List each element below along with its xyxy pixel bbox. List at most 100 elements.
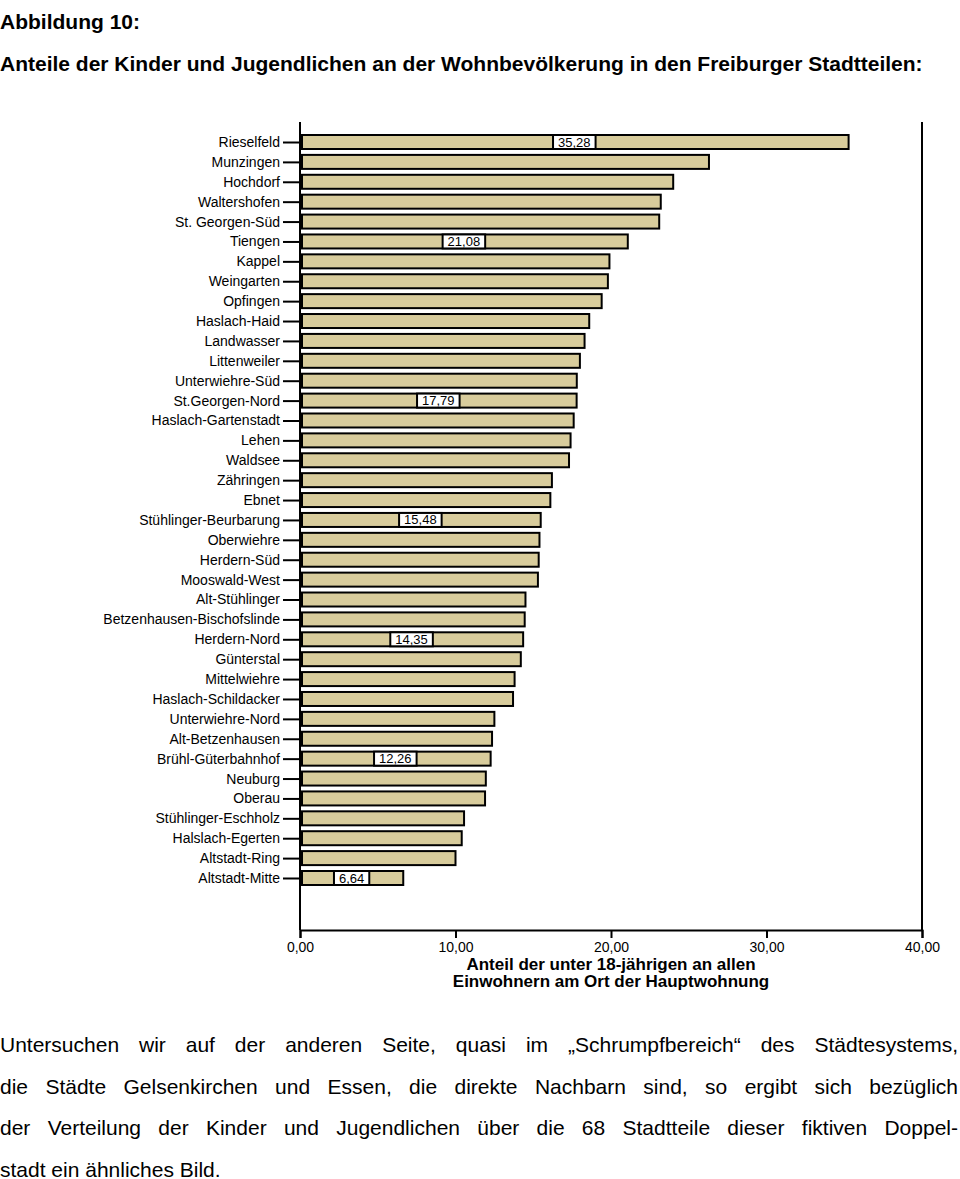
- frame-right: [921, 122, 923, 930]
- y-tick-mark: [283, 201, 300, 203]
- bar: [302, 314, 589, 328]
- y-tick-label: Rieselfeld: [219, 134, 280, 150]
- y-tick: Ebnet: [243, 492, 300, 508]
- y-tick: St. Georgen-Süd: [175, 214, 300, 230]
- paragraph: Untersuchen wir auf der anderen Seite, q…: [0, 1024, 958, 1179]
- y-tick-mark: [283, 758, 300, 760]
- y-tick-label: Alt-Betzenhausen: [169, 731, 280, 747]
- y-tick: Waldsee: [226, 452, 300, 468]
- data-label-box: [390, 632, 433, 646]
- y-tick-mark: [283, 500, 300, 502]
- bar: [302, 473, 552, 487]
- y-tick-mark: [283, 161, 300, 163]
- y-tick: Haslach-Haid: [196, 313, 300, 329]
- x-axis: 0,0010,0020,0030,0040,00: [287, 930, 940, 955]
- y-tick-mark: [283, 380, 300, 382]
- data-label: 21,08: [448, 234, 481, 249]
- bar: [302, 215, 659, 229]
- bar: [302, 175, 673, 189]
- bar: [302, 234, 628, 248]
- bar: [302, 553, 539, 567]
- y-tick: Alt-Betzenhausen: [169, 731, 300, 747]
- y-tick-mark: [283, 878, 300, 880]
- x-tick-mark: [611, 930, 613, 938]
- y-tick-mark: [283, 241, 300, 243]
- bar: [302, 493, 550, 507]
- bar: [302, 811, 464, 825]
- y-tick: Tiengen: [230, 233, 300, 249]
- title: Abbildung 10:: [0, 2, 958, 42]
- y-tick: Opfingen: [223, 293, 300, 309]
- data-label-group: 6,64: [334, 871, 369, 886]
- y-tick-mark: [283, 221, 300, 223]
- bar: [302, 593, 525, 607]
- y-tick-label: Haslach-Schildacker: [152, 691, 280, 707]
- bar: [302, 394, 577, 408]
- y-tick-label: Unterwiehre-Nord: [170, 711, 280, 727]
- y-tick-label: Oberwiehre: [208, 532, 281, 548]
- bar: [302, 672, 515, 686]
- x-tick-mark: [922, 930, 924, 938]
- y-tick-label: Alt-Stühlinger: [196, 591, 280, 607]
- y-tick: Halslach-Egerten: [173, 830, 300, 846]
- y-tick-label: Hochdorf: [223, 174, 280, 190]
- bar: [302, 791, 485, 805]
- y-tick-label: Littenweiler: [209, 353, 280, 369]
- data-label-box: [443, 234, 486, 248]
- x-tick-label: 40,00: [905, 939, 940, 955]
- data-label: 15,48: [404, 512, 437, 527]
- y-tick-label: St.Georgen-Nord: [173, 393, 280, 409]
- y-tick: Neuburg: [226, 771, 300, 787]
- x-tick: 10,00: [438, 930, 473, 955]
- bar: [302, 632, 523, 646]
- data-label: 17,79: [422, 393, 455, 408]
- y-tick-mark: [283, 301, 300, 303]
- paragraph-line: Untersuchen wir auf der anderen Seite, q…: [0, 1024, 958, 1066]
- y-tick-label: Altstadt-Ring: [200, 850, 280, 866]
- y-tick-mark: [283, 400, 300, 402]
- y-tick: Brühl-Güterbahnhof: [157, 751, 300, 767]
- bar: [302, 453, 569, 467]
- bar: [302, 254, 609, 268]
- y-tick: Günterstal: [215, 651, 300, 667]
- y-tick: Zähringen: [217, 472, 300, 488]
- paragraph-line: stadt ein ähnliches Bild.: [0, 1149, 958, 1179]
- x-tick: 0,00: [287, 930, 314, 955]
- paragraph-line: der Verteilung der Kinder und Jugendlich…: [0, 1107, 958, 1149]
- data-label-box: [334, 871, 369, 885]
- y-tick: Stühlinger-Eschholz: [155, 810, 300, 826]
- y-tick-mark: [283, 181, 300, 183]
- y-tick-label: Kappel: [236, 253, 280, 269]
- y-tick-label: Herdern-Nord: [194, 631, 280, 647]
- bar: [302, 712, 494, 726]
- y-tick: Betzenhausen-Bischofslinde: [103, 611, 300, 627]
- x-tick-mark: [766, 930, 768, 938]
- x-tick-mark: [455, 930, 457, 938]
- bars: [302, 135, 849, 885]
- bar: [302, 772, 486, 786]
- bar: [302, 851, 456, 865]
- y-tick-label: Haslach-Gartenstadt: [152, 412, 281, 428]
- bar: [302, 155, 709, 169]
- y-tick-label: Halslach-Egerten: [173, 830, 280, 846]
- x-tick-label: 10,00: [438, 939, 473, 955]
- frame-left: [299, 122, 301, 930]
- data-label-box: [374, 752, 417, 766]
- y-tick-mark: [283, 698, 300, 700]
- bar: [302, 413, 574, 427]
- data-label-group: 14,35: [390, 632, 433, 647]
- y-tick-mark: [283, 460, 300, 462]
- y-tick-label: Zähringen: [217, 472, 280, 488]
- bar: [302, 354, 580, 368]
- y-tick-mark: [283, 718, 300, 720]
- y-tick-label: Stühlinger-Beurbarung: [139, 512, 280, 528]
- y-tick: Haslach-Gartenstadt: [152, 412, 300, 428]
- bar: [302, 612, 525, 626]
- y-tick-mark: [283, 539, 300, 541]
- y-tick: Weingarten: [209, 273, 300, 289]
- y-tick-label: Altstadt-Mitte: [198, 870, 280, 886]
- y-tick-mark: [283, 679, 300, 681]
- x-tick: 20,00: [594, 930, 629, 955]
- y-tick-label: Neuburg: [226, 771, 280, 787]
- y-tick: Alt-Stühlinger: [196, 591, 300, 607]
